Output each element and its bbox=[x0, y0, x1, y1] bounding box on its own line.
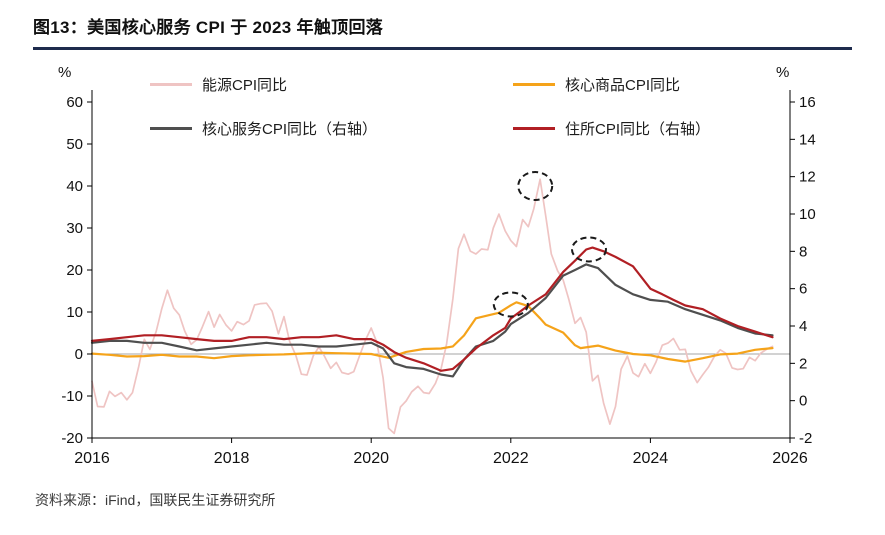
svg-text:50: 50 bbox=[66, 136, 83, 153]
svg-text:-20: -20 bbox=[61, 430, 83, 447]
right-axis-unit-label: % bbox=[776, 64, 790, 81]
svg-text:2016: 2016 bbox=[74, 450, 110, 467]
svg-text:14: 14 bbox=[799, 131, 816, 148]
svg-text:4: 4 bbox=[799, 318, 807, 335]
svg-text:6: 6 bbox=[799, 281, 807, 298]
left-axis-unit-label: % bbox=[58, 64, 72, 81]
svg-text:2026: 2026 bbox=[772, 450, 808, 467]
svg-text:20: 20 bbox=[66, 262, 83, 279]
svg-text:2022: 2022 bbox=[493, 450, 529, 467]
svg-text:2: 2 bbox=[799, 355, 807, 372]
svg-text:0: 0 bbox=[75, 346, 83, 363]
svg-text:8: 8 bbox=[799, 243, 807, 260]
cpi-chart: 60 50 40 30 20 10 0 -10 -20 16 14 12 10 8 6 4 2 0 -2 2016 20… bbox=[0, 50, 885, 482]
svg-text:2024: 2024 bbox=[633, 450, 669, 467]
svg-text:40: 40 bbox=[66, 178, 83, 195]
svg-text:2020: 2020 bbox=[353, 450, 389, 467]
svg-text:16: 16 bbox=[799, 94, 816, 111]
svg-text:0: 0 bbox=[799, 393, 807, 410]
figure-title: 图13：美国核心服务 CPI 于 2023 年触顶回落 bbox=[33, 18, 384, 37]
svg-text:12: 12 bbox=[799, 169, 816, 186]
svg-text:-2: -2 bbox=[799, 430, 812, 447]
source-note: 资料来源：iFind，国联民生证券研究所 bbox=[35, 492, 276, 508]
figure-header: 图13：美国核心服务 CPI 于 2023 年触顶回落 bbox=[33, 0, 852, 50]
svg-text:10: 10 bbox=[799, 206, 816, 223]
svg-text:10: 10 bbox=[66, 304, 83, 321]
svg-text:60: 60 bbox=[66, 94, 83, 111]
svg-text:-10: -10 bbox=[61, 388, 83, 405]
svg-text:30: 30 bbox=[66, 220, 83, 237]
svg-text:2018: 2018 bbox=[214, 450, 250, 467]
